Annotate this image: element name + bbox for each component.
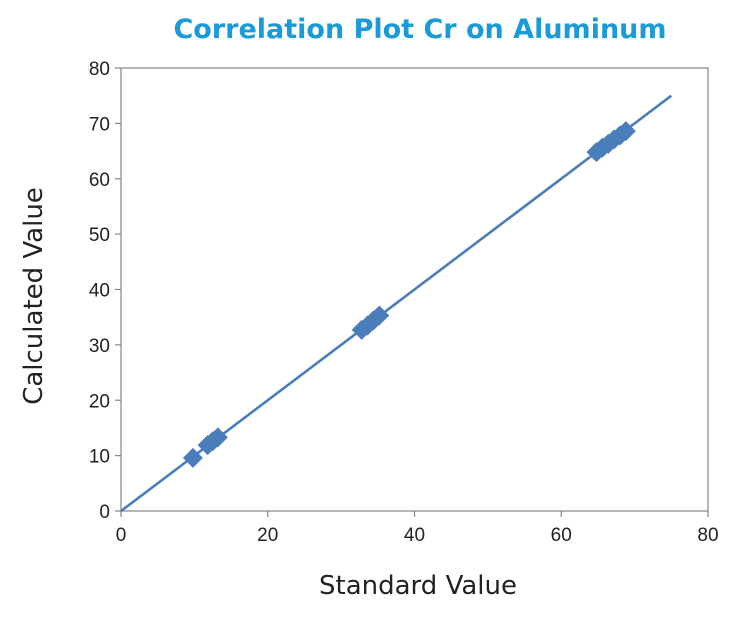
x-axis-label: Standard Value [319,571,517,601]
y-axis-label: Calculated Value [19,187,49,405]
x-tick-label: 20 [257,525,278,546]
data-point [369,305,390,326]
data-point [615,121,636,142]
x-tick-label: 60 [551,525,572,546]
chart-title: Correlation Plot Cr on Aluminum [173,14,666,45]
y-tick-label: 0 [99,502,110,523]
y-tick-label: 50 [89,225,110,246]
data-point [207,427,228,448]
y-tick-label: 60 [89,170,110,191]
y-tick-label: 80 [89,59,110,80]
y-tick-label: 30 [89,336,110,357]
y-tick-label: 10 [89,447,110,468]
x-tick-label: 0 [116,525,127,546]
x-tick-label: 80 [697,525,718,546]
y-tick-label: 70 [89,114,110,135]
y-tick-labels: 0 10 20 30 40 50 60 70 80 [89,59,110,523]
x-tick-label: 40 [404,525,425,546]
data-point [609,125,630,146]
x-tick-labels: 0 20 40 60 80 [116,525,719,546]
data-point [182,447,203,468]
data-points [182,121,636,468]
plot-axes [115,67,709,517]
y-tick-label: 20 [89,391,110,412]
y-tick-label: 40 [89,281,110,302]
